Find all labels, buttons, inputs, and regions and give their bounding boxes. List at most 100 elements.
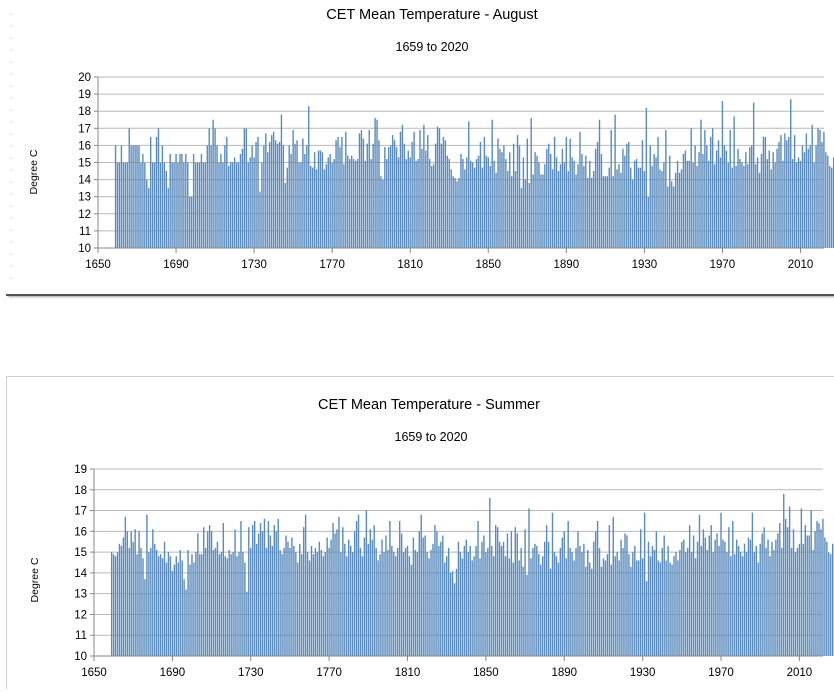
bar xyxy=(432,544,433,656)
bar xyxy=(373,525,374,656)
bar xyxy=(217,542,218,656)
bar xyxy=(389,521,390,656)
bar xyxy=(173,163,174,249)
x-tick-label: 1970 xyxy=(710,259,736,271)
bar xyxy=(297,563,298,657)
bar xyxy=(636,159,637,248)
bar xyxy=(803,544,804,656)
bar xyxy=(681,169,682,248)
bar xyxy=(517,533,518,656)
bar xyxy=(119,544,120,656)
bar xyxy=(480,142,481,248)
bar xyxy=(148,188,149,248)
bar xyxy=(367,144,368,248)
bar xyxy=(315,548,316,656)
bar xyxy=(392,135,393,248)
bar xyxy=(714,164,715,248)
bar xyxy=(387,550,388,656)
bar xyxy=(662,548,663,656)
bar xyxy=(415,550,416,656)
bar xyxy=(158,556,159,656)
bar xyxy=(735,166,736,248)
bar xyxy=(776,149,777,248)
bar xyxy=(125,517,126,656)
bar xyxy=(597,142,598,248)
bar xyxy=(726,151,727,248)
bar xyxy=(154,544,155,656)
bar xyxy=(224,145,225,248)
bar xyxy=(734,554,735,656)
bar xyxy=(334,533,335,656)
bar xyxy=(287,168,288,248)
bar xyxy=(575,174,576,248)
bar xyxy=(197,163,198,249)
bar xyxy=(786,140,787,248)
bar xyxy=(207,145,208,248)
bar xyxy=(827,156,828,248)
bar xyxy=(530,118,531,248)
bar xyxy=(348,540,349,656)
bar xyxy=(222,163,223,249)
bar xyxy=(628,554,629,656)
bar xyxy=(765,137,766,248)
bar xyxy=(260,523,261,656)
bar xyxy=(712,552,713,656)
bar xyxy=(263,145,264,248)
bar xyxy=(390,145,391,248)
bar xyxy=(712,128,713,248)
bar xyxy=(822,519,823,656)
bar xyxy=(402,125,403,248)
bar xyxy=(244,128,245,248)
bar xyxy=(452,176,453,248)
bar xyxy=(345,132,346,248)
bar xyxy=(436,531,437,656)
y-tick-label: 11 xyxy=(79,226,91,238)
bar xyxy=(679,550,680,656)
y-tick-label: 14 xyxy=(74,568,87,580)
bar xyxy=(154,163,155,249)
x-tick-label: 1970 xyxy=(708,667,734,679)
bar xyxy=(683,154,684,248)
bar xyxy=(648,542,649,656)
bar xyxy=(603,176,604,248)
bar xyxy=(181,560,182,656)
y-tick-label: 13 xyxy=(78,192,91,204)
bar xyxy=(702,154,703,248)
bar xyxy=(152,529,153,656)
bar xyxy=(630,567,631,656)
bar xyxy=(738,546,739,656)
edge-dot xyxy=(10,121,11,122)
bar xyxy=(429,159,430,248)
y-tick-label: 10 xyxy=(74,651,87,663)
bar xyxy=(650,145,651,248)
bar xyxy=(216,145,217,248)
bar xyxy=(299,544,300,656)
bar xyxy=(298,163,299,249)
bar xyxy=(442,535,443,656)
bar xyxy=(567,521,568,656)
bar xyxy=(277,144,278,248)
bar xyxy=(443,137,444,248)
bar xyxy=(466,540,467,656)
bar xyxy=(673,556,674,656)
bar xyxy=(142,154,143,248)
x-tick-label: 2010 xyxy=(788,259,814,271)
bar xyxy=(117,552,118,656)
bar xyxy=(138,145,139,248)
bar xyxy=(383,552,384,656)
bar xyxy=(483,535,484,656)
bar xyxy=(828,552,829,656)
bar xyxy=(275,140,276,248)
bar xyxy=(391,546,392,656)
bar xyxy=(597,521,598,656)
bar xyxy=(615,556,616,656)
bar xyxy=(507,171,508,248)
bar xyxy=(434,525,435,656)
bar xyxy=(225,556,226,656)
bar xyxy=(160,554,161,656)
bar xyxy=(193,154,194,248)
bar xyxy=(538,163,539,249)
bar xyxy=(470,161,471,248)
bar xyxy=(201,554,202,656)
bar xyxy=(123,538,124,656)
